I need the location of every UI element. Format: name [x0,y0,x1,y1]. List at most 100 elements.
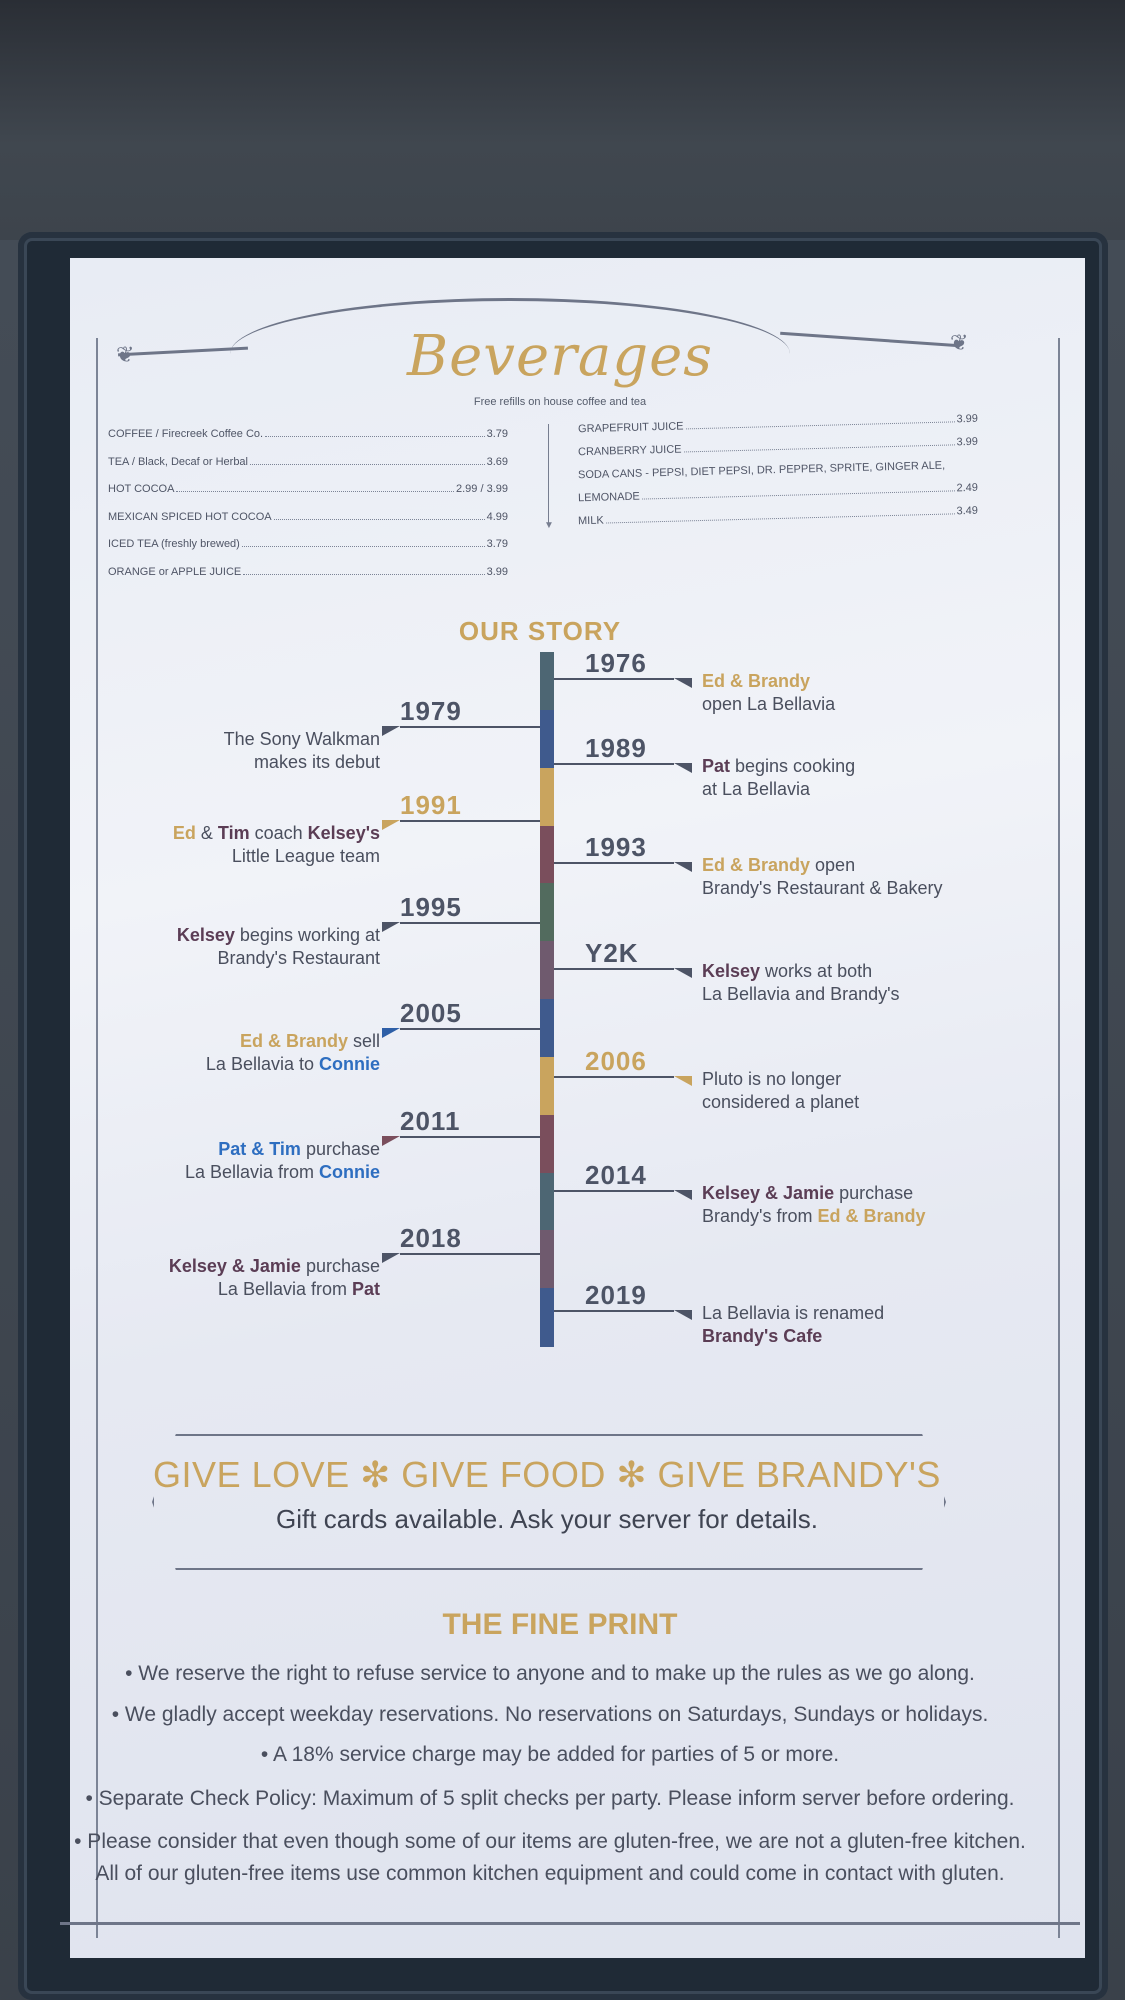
spine-segment [540,1056,554,1116]
timeline-flag-icon [674,1190,692,1200]
dot-leader [265,436,485,437]
page-bottom-rule [60,1922,1080,1931]
timeline-event-text: Ed & Brandy open La Bellavia [702,670,982,716]
timeline-event-text: Ed & Tim coach Kelsey's Little League te… [90,822,380,868]
event-text-part: Pat & Tim [218,1139,301,1159]
timeline-event-text: Kelsey & Jamie purchase La Bellavia from… [90,1255,380,1301]
gift-card-banner [152,1434,946,1570]
dot-leader [273,518,485,520]
timeline-event-text: Kelsey begins working at Brandy's Restau… [90,924,380,970]
timeline-event-text: Pat begins cooking at La Bellavia [702,755,982,801]
event-text-part: coach [249,823,308,843]
dot-leader [243,573,485,575]
timeline-event-text: Pat & Tim purchase La Bellavia from Conn… [90,1138,380,1184]
beverage-item: ICED TEA (freshly brewed) 3.79 [108,538,508,550]
dot-leader [176,491,454,492]
event-text-part: The Sony Walkman makes its debut [223,729,380,772]
table-surface [0,0,1125,240]
beverage-name: MILK [577,514,604,528]
fine-print-item: • We reserve the right to refuse service… [125,1662,975,1685]
timeline-spine [540,652,554,1347]
event-text-part: Connie [319,1162,380,1182]
spine-segment [540,652,554,711]
event-text-part: Kelsey [702,961,761,981]
timeline-flag-icon [674,1310,692,1320]
timeline-flag-icon [382,820,400,830]
timeline-event-text: Ed & Brandy sell La Bellavia to Connie [90,1030,380,1076]
timeline-flag-icon [674,763,692,773]
spine-segment [540,1172,554,1232]
timeline-flag-icon [382,1028,400,1038]
beverage-item: TEA / Black, Decaf or Herbal 3.69 [108,456,508,468]
timeline-connector [400,1253,540,1255]
event-text-part: open La Bellavia [702,694,836,714]
timeline-event-text: Kelsey & Jamie purchase Brandy's from Ed… [702,1182,982,1228]
timeline-connector [554,1310,674,1312]
beverages-title: Beverages [407,324,713,389]
timeline-connector [400,820,540,822]
beverage-name: ORANGE or APPLE JUICE [108,565,242,578]
timeline-event-text: The Sony Walkman makes its debut [90,728,380,774]
fine-print-item: All of our gluten-free items use common … [95,1862,1005,1885]
event-text-part: Kelsey [176,925,235,945]
menu-page: ❦ ❦ Beverages Free refills on house coff… [60,258,1085,1958]
spine-segment [540,1230,554,1290]
beverages-divider [548,424,549,524]
beverages-subtitle: Free refills on house coffee and tea [473,396,647,408]
timeline-flag-icon [674,678,692,688]
event-text-part: Little League team [231,846,380,866]
event-text-part: begins working at Brandy's Restaurant [217,925,380,968]
beverage-price: 3.69 [486,455,508,468]
event-text-part: & [195,823,218,843]
timeline-connector [554,763,674,765]
timeline-year: 2019 [585,1280,647,1310]
spine-segment [540,883,554,943]
timeline-year: 1993 [585,832,647,862]
beverage-item: ORANGE or APPLE JUICE 3.99 [108,566,508,578]
timeline-year: 2011 [400,1106,461,1136]
fine-print-item: • Separate Check Policy: Maximum of 5 sp… [85,1787,1015,1810]
timeline-event-text: La Bellavia is renamed Brandy's Cafe [702,1302,982,1348]
beverage-price: 3.79 [486,538,508,550]
timeline-year: 1991 [400,790,462,820]
timeline-event-text: Kelsey works at both La Bellavia and Bra… [702,960,982,1006]
flourish-right-icon: ❦ [950,330,969,355]
beverage-price: 3.99 [956,412,979,426]
timeline-year: 1995 [400,892,462,922]
timeline-connector [554,968,674,970]
event-text-part: Ed & Brandy [702,671,811,691]
spine-segment [540,941,554,1000]
event-text-part: works at both La Bellavia and Brandy's [702,961,900,1004]
spine-segment [540,709,554,769]
event-text-part: Ed & Brandy [702,855,811,875]
event-text-part: open Brandy's Restaurant & Bakery [702,855,943,898]
beverage-name: LEMONADE [577,490,640,505]
spine-segment [540,999,554,1058]
timeline-flag-icon [674,968,692,978]
event-text-part: Pluto is no longer considered a planet [702,1069,860,1112]
beverage-name: ICED TEA (freshly brewed) [108,538,240,550]
fine-print-title: THE FINE PRINT [442,1608,678,1641]
timeline-connector [400,726,540,728]
gift-subline: Gift cards available. Ask your server fo… [276,1504,818,1534]
beverage-price: 3.79 [486,428,508,440]
timeline-connector [400,1136,540,1138]
header-arch [230,298,790,391]
event-text-part: Tim [217,823,250,843]
event-text-part: Pat [702,756,731,776]
beverage-item: MEXICAN SPICED HOT COCOA 4.99 [108,511,508,523]
timeline-year: 2006 [585,1046,647,1076]
our-story-title: OUR STORY [458,616,622,646]
timeline-connector [400,922,540,924]
event-text-part: Kelsey & Jamie [702,1183,835,1203]
event-text-part: Pat [351,1279,380,1299]
event-text-part: Ed & Brandy [239,1031,348,1051]
dot-leader [250,463,485,465]
beverage-price: 2.99 / 3.99 [456,483,508,495]
beverage-name: HOT COCOA [108,483,175,495]
beverage-name: MEXICAN SPICED HOT COCOA [108,510,272,523]
beverage-price: 4.99 [486,510,508,523]
beverage-item: COFFEE / Firecreek Coffee Co. 3.79 [108,428,508,440]
event-text-part: Ed & Brandy [817,1206,926,1226]
timeline-year: 1976 [585,648,647,678]
